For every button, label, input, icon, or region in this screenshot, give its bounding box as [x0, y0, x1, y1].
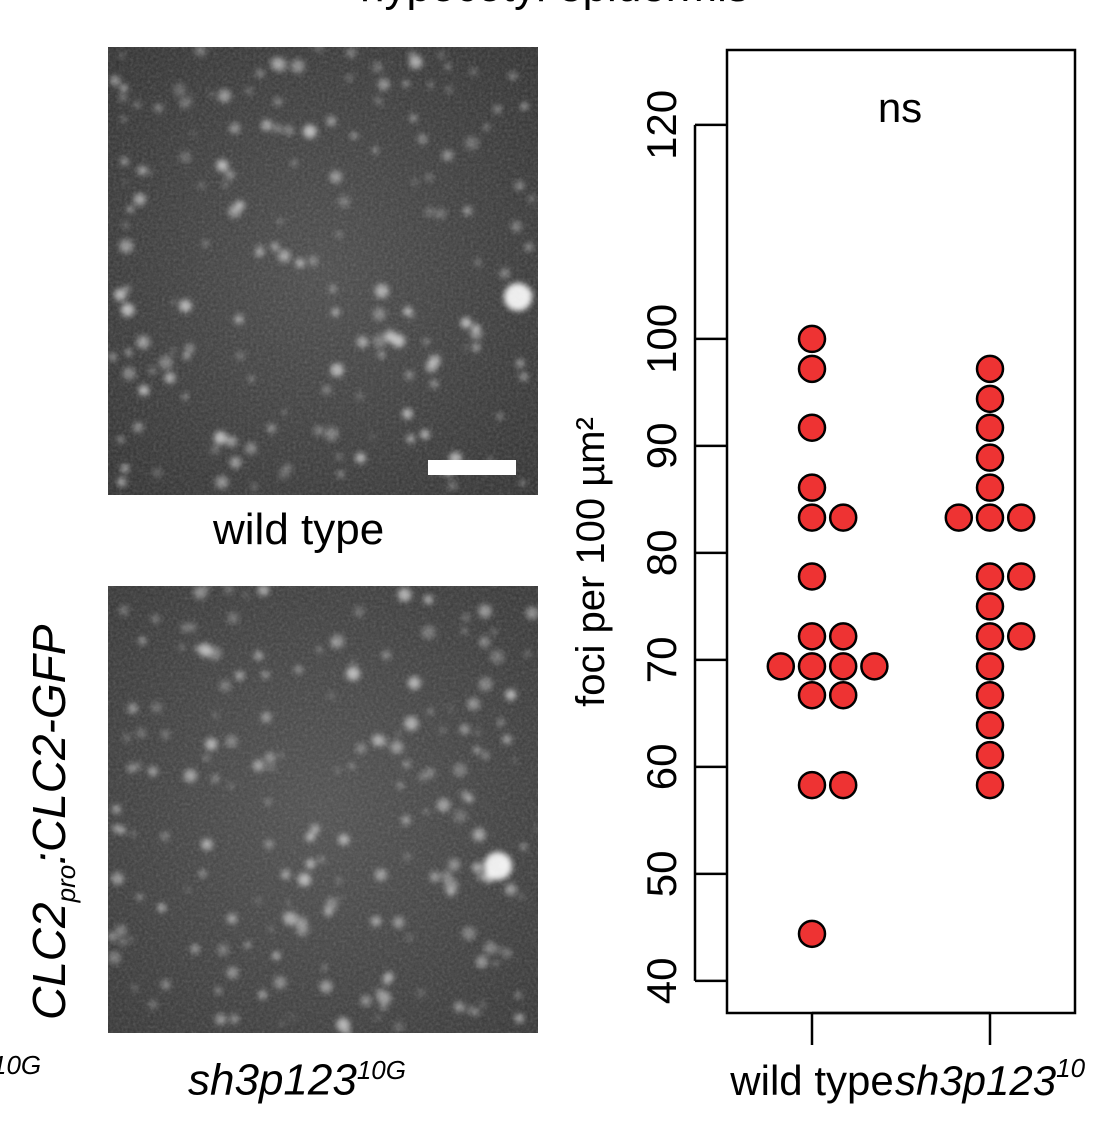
data-point [828, 770, 858, 800]
data-point [797, 680, 827, 710]
data-point [797, 354, 827, 384]
figure-title: hypocotyl epidermis [360, 0, 749, 12]
data-point [975, 770, 1005, 800]
data-point [828, 680, 858, 710]
micrograph-sh3p123 [108, 586, 538, 1033]
data-point [797, 413, 827, 442]
data-point [975, 680, 1005, 710]
data-point [975, 413, 1005, 442]
scale-bar [428, 460, 516, 475]
data-point [828, 652, 858, 681]
significance-annotation: ns [878, 84, 922, 131]
data-point [975, 740, 1005, 770]
data-point [797, 562, 827, 591]
caption-allele: 10G [356, 1055, 406, 1085]
data-point [797, 473, 827, 502]
data-points [766, 324, 1036, 949]
data-point [975, 710, 1005, 740]
data-point [975, 592, 1005, 621]
x-axis: wild type sh3p12310 [729, 1011, 1086, 1104]
data-point [975, 473, 1005, 502]
y-tick-label: 90 [638, 423, 685, 470]
data-point [860, 652, 889, 681]
cut-off-allele: 10G [0, 1050, 42, 1080]
y-axis-label: foci per 100 µm² [569, 417, 613, 707]
y-tick-label: 60 [638, 744, 685, 791]
data-point [828, 503, 858, 532]
micrograph-caption-sh3p123: sh3p12310G [188, 1055, 406, 1106]
x-tick-label: sh3p12310 [895, 1053, 1086, 1104]
y-tick-label: 40 [638, 958, 685, 1005]
data-point [975, 652, 1005, 681]
x-tick-label: wild type [729, 1057, 893, 1104]
data-point [944, 503, 974, 532]
data-point [975, 384, 1005, 414]
data-point [1006, 562, 1036, 591]
micrograph-caption-wild-type: wild type [213, 505, 385, 554]
data-point [975, 503, 1005, 532]
y-tick-label: 50 [638, 851, 685, 898]
data-point [975, 622, 1005, 651]
y-axis: 40 50 60 70 80 90 100 120 [638, 90, 727, 1004]
data-point [797, 324, 827, 354]
data-point [1006, 622, 1036, 651]
data-point [975, 354, 1005, 384]
data-point [766, 652, 796, 681]
y-tick-label: 100 [638, 304, 685, 374]
data-point [1006, 503, 1036, 532]
data-point [975, 443, 1005, 472]
data-point [797, 503, 827, 532]
y-tick-label: 120 [638, 90, 685, 160]
data-point [975, 562, 1005, 591]
data-point [828, 622, 858, 651]
y-tick-label: 70 [638, 637, 685, 684]
y-tick-label: 80 [638, 530, 685, 577]
data-point [797, 652, 827, 681]
micrograph-wild-type [108, 47, 538, 495]
data-point [797, 622, 827, 651]
cut-off-label: 10G [0, 1050, 41, 1091]
data-point [797, 770, 827, 800]
caption-gene: sh3p123 [188, 1055, 357, 1105]
data-point [797, 919, 827, 949]
